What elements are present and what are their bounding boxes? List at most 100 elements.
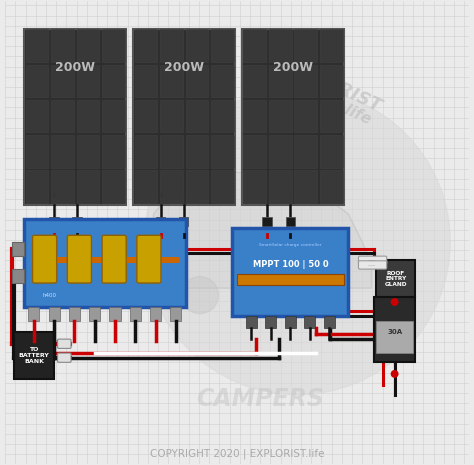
Text: ——: —— xyxy=(368,263,376,267)
Text: +: + xyxy=(50,191,57,200)
Bar xyxy=(49,217,58,226)
FancyBboxPatch shape xyxy=(57,353,71,362)
Text: ROOF
ENTRY
GLAND: ROOF ENTRY GLAND xyxy=(384,271,407,287)
Bar xyxy=(263,217,272,226)
Bar xyxy=(294,170,317,203)
Bar xyxy=(244,29,266,62)
Bar xyxy=(285,316,296,327)
Bar xyxy=(15,332,54,379)
Text: 200W: 200W xyxy=(164,61,204,74)
FancyBboxPatch shape xyxy=(102,235,126,283)
Bar xyxy=(135,29,157,62)
Bar xyxy=(130,307,141,320)
Bar xyxy=(185,100,208,133)
Bar xyxy=(160,135,183,167)
Bar xyxy=(77,170,100,203)
Bar xyxy=(160,170,183,203)
Bar xyxy=(102,135,125,167)
Bar xyxy=(102,170,125,203)
Bar xyxy=(376,260,416,298)
Bar xyxy=(374,298,416,362)
Bar xyxy=(185,135,208,167)
Bar xyxy=(26,170,48,203)
FancyBboxPatch shape xyxy=(358,256,387,265)
Bar xyxy=(102,65,125,97)
Bar xyxy=(179,217,188,226)
Bar xyxy=(51,100,74,133)
Text: 200W: 200W xyxy=(55,61,95,74)
Bar xyxy=(211,65,234,97)
Bar xyxy=(287,226,294,234)
Bar xyxy=(269,65,292,97)
Bar xyxy=(265,316,276,327)
FancyBboxPatch shape xyxy=(137,235,161,283)
Bar xyxy=(160,100,183,133)
Bar xyxy=(320,135,343,167)
Bar xyxy=(73,226,81,234)
Bar xyxy=(269,29,292,62)
Circle shape xyxy=(392,299,398,306)
Text: -: - xyxy=(182,191,185,200)
Bar xyxy=(185,65,208,97)
Bar xyxy=(244,170,266,203)
Bar xyxy=(294,100,317,133)
Bar xyxy=(50,226,57,234)
Bar xyxy=(180,226,187,234)
Bar xyxy=(320,29,343,62)
Bar xyxy=(26,100,48,133)
FancyBboxPatch shape xyxy=(67,235,91,283)
Circle shape xyxy=(182,277,219,313)
Text: 200W: 200W xyxy=(273,61,313,74)
Bar xyxy=(160,65,183,97)
Bar xyxy=(376,320,413,353)
Bar xyxy=(26,135,48,167)
Bar xyxy=(135,170,157,203)
Bar xyxy=(242,28,344,205)
Bar xyxy=(24,219,186,307)
Text: 30A: 30A xyxy=(387,329,402,335)
Bar xyxy=(269,135,292,167)
Text: SmartSolar charge controller: SmartSolar charge controller xyxy=(259,244,321,247)
FancyBboxPatch shape xyxy=(358,261,387,269)
Bar xyxy=(102,100,125,133)
Bar xyxy=(26,65,48,97)
FancyBboxPatch shape xyxy=(33,235,57,283)
Bar xyxy=(77,135,100,167)
Bar xyxy=(244,100,266,133)
Bar xyxy=(12,269,24,283)
Text: .life: .life xyxy=(337,100,374,128)
Bar xyxy=(211,170,234,203)
Bar xyxy=(69,307,80,320)
Bar xyxy=(246,316,257,327)
Text: -: - xyxy=(289,191,292,200)
Bar xyxy=(109,307,120,320)
Bar xyxy=(320,100,343,133)
Bar xyxy=(102,29,125,62)
Bar xyxy=(28,307,39,320)
Bar xyxy=(12,242,24,256)
Bar xyxy=(232,228,348,316)
Bar xyxy=(51,135,74,167)
Bar xyxy=(157,226,164,234)
Bar xyxy=(135,135,157,167)
Bar xyxy=(211,135,234,167)
Text: +: + xyxy=(264,191,271,200)
Text: MPPT 100 | 50 0: MPPT 100 | 50 0 xyxy=(253,260,328,269)
Bar xyxy=(51,29,74,62)
Text: +: + xyxy=(157,191,164,200)
Bar xyxy=(294,135,317,167)
Bar xyxy=(244,65,266,97)
Bar xyxy=(185,29,208,62)
Bar xyxy=(160,29,183,62)
Bar xyxy=(51,65,74,97)
Bar xyxy=(294,65,317,97)
Bar xyxy=(324,316,335,327)
Bar xyxy=(26,29,48,62)
Bar xyxy=(51,170,74,203)
Circle shape xyxy=(144,89,450,395)
Text: EXPLORIST: EXPLORIST xyxy=(275,53,384,116)
Bar xyxy=(77,65,100,97)
Bar xyxy=(156,217,165,226)
Bar xyxy=(286,217,295,226)
Bar xyxy=(77,29,100,62)
